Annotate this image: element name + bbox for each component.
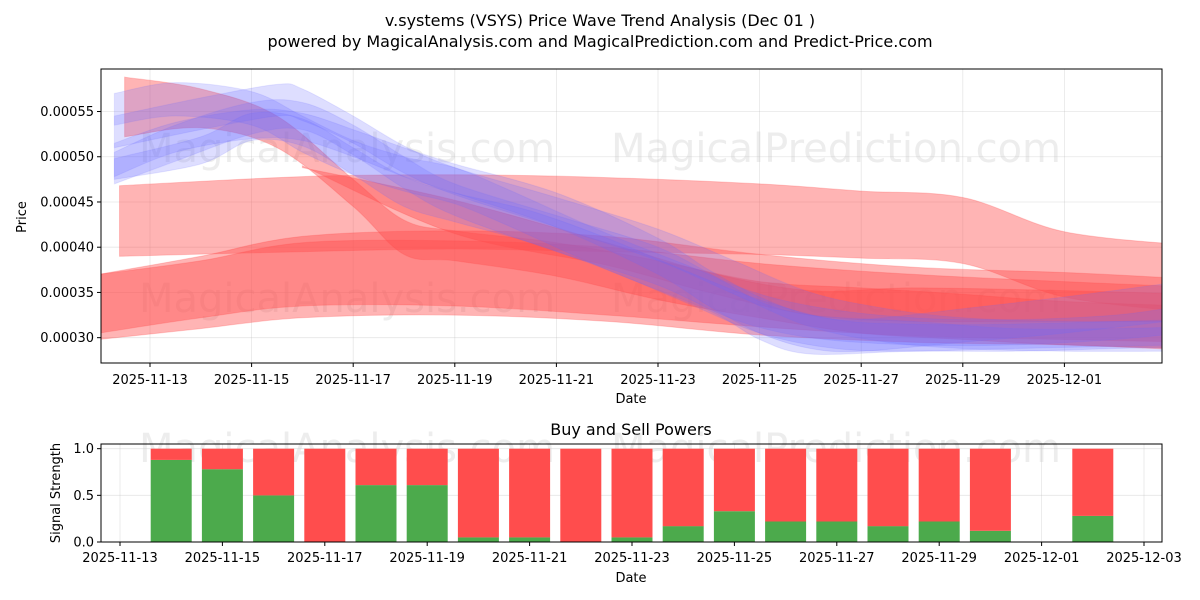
watermark-mid-left: MagicalAnalysis.com — [139, 276, 555, 322]
bottom-y-tick-label: 0.5 — [73, 489, 94, 504]
buy-bar — [969, 530, 1011, 542]
sell-bar — [765, 448, 807, 522]
buy-bar — [918, 521, 960, 542]
buy-bar — [765, 521, 807, 542]
bottom-y-ticks: 0.0 0.5 1.0 — [73, 442, 101, 551]
top-x-tick-label: 2025-11-23 — [620, 373, 696, 388]
top-y-tick-label: 0.00035 — [40, 286, 94, 301]
sell-bar — [253, 448, 295, 496]
buy-bar — [713, 511, 755, 542]
top-watermarks: MagicalAnalysis.com MagicalPrediction.co… — [139, 126, 1061, 322]
sell-bar — [560, 448, 602, 542]
buy-bar — [355, 485, 397, 542]
sell-bar — [1072, 448, 1114, 516]
buy-bar — [611, 537, 653, 542]
buy-bar — [253, 495, 295, 542]
bottom-y-axis-label: Signal Strength — [49, 443, 64, 543]
bottom-y-tick-label: 0.0 — [73, 536, 94, 551]
bottom-x-tick-label: 2025-11-21 — [492, 551, 568, 566]
top-x-tick-label: 2025-11-17 — [315, 373, 391, 388]
top-x-ticks: 2025-11-13 2025-11-15 2025-11-17 2025-11-19… — [112, 363, 1102, 388]
top-y-tick-label: 0.00040 — [40, 241, 94, 256]
top-x-tick-label: 2025-11-21 — [519, 373, 595, 388]
sell-bar — [457, 448, 499, 538]
buy-bar — [816, 521, 858, 542]
bottom-x-tick-label: 2025-11-29 — [901, 551, 977, 566]
sell-bar — [509, 448, 551, 538]
bottom-x-tick-label: 2025-11-15 — [185, 551, 261, 566]
watermark-top-left: MagicalAnalysis.com — [139, 126, 555, 172]
sell-bar — [713, 448, 755, 512]
top-y-tick-label: 0.00030 — [40, 331, 94, 346]
blue-wave-5 — [113, 111, 1162, 352]
sell-bar — [867, 448, 909, 527]
red-wave-3 — [101, 239, 1162, 343]
top-grid — [101, 69, 1162, 363]
top-y-tick-label: 0.00055 — [40, 105, 94, 120]
top-axes-frame — [100, 68, 1163, 364]
chart-title: v.systems (VSYS) Price Wave Trend Analys… — [385, 11, 815, 30]
top-x-tick-label: 2025-11-13 — [112, 373, 188, 388]
red-wave-4 — [301, 165, 1162, 323]
sell-bar — [611, 448, 653, 538]
blue-wave-1 — [113, 99, 1162, 347]
red-wave-5 — [124, 76, 1162, 349]
top-y-tick-label: 0.00045 — [40, 195, 94, 210]
bottom-x-tick-label: 2025-11-13 — [82, 551, 158, 566]
buy-bar — [150, 459, 192, 542]
bottom-x-tick-label: 2025-12-03 — [1106, 551, 1182, 566]
top-x-tick-label: 2025-11-19 — [417, 373, 493, 388]
sell-bar — [406, 448, 448, 486]
buy-bar — [406, 485, 448, 542]
watermark-mid-right: MagicalPrediction.com — [611, 276, 1061, 322]
sell-bar — [355, 448, 397, 486]
top-y-tick-label: 0.00050 — [40, 150, 94, 165]
blue-wave-2 — [113, 82, 1162, 355]
top-y-ticks: 0.00030 0.00035 0.00040 0.00045 0.00050 0.000… — [40, 105, 101, 346]
sell-bar — [150, 448, 192, 460]
top-y-axis-label: Price — [15, 201, 30, 233]
buy-bar — [509, 537, 551, 542]
top-x-tick-label: 2025-11-25 — [722, 373, 798, 388]
buy-bar — [201, 469, 243, 542]
sell-bar — [304, 448, 346, 542]
bottom-x-tick-label: 2025-11-27 — [799, 551, 875, 566]
buy-bar — [662, 526, 704, 542]
buy-bar — [1072, 515, 1114, 542]
sell-bar — [201, 448, 243, 470]
blue-wave-4 — [113, 83, 1162, 352]
red-wave-2 — [101, 230, 1162, 350]
blue-wave-3 — [113, 108, 1162, 353]
sell-bar — [918, 448, 960, 522]
top-x-axis-label: Date — [615, 392, 646, 407]
red-wave-1 — [119, 174, 1162, 310]
bottom-y-tick-label: 1.0 — [73, 442, 94, 457]
chart-subtitle: powered by MagicalAnalysis.com and Magic… — [267, 32, 932, 51]
sell-bar — [816, 448, 858, 522]
sell-bar — [662, 448, 704, 527]
bottom-x-ticks: 2025-11-13 2025-11-15 2025-11-17 2025-11-19… — [82, 542, 1182, 566]
watermark-top-right: MagicalPrediction.com — [611, 126, 1061, 172]
top-x-tick-label: 2025-11-27 — [823, 373, 899, 388]
buy-sell-bars — [150, 448, 1114, 542]
red-wave-bands — [101, 76, 1162, 350]
top-x-tick-label: 2025-11-29 — [925, 373, 1001, 388]
sell-bar — [969, 448, 1011, 531]
top-x-tick-label: 2025-11-15 — [214, 373, 290, 388]
bottom-x-axis-label: Date — [615, 571, 646, 586]
buy-bar — [457, 537, 499, 542]
buy-bar — [867, 526, 909, 542]
bottom-x-tick-label: 2025-12-01 — [1004, 551, 1080, 566]
bottom-x-tick-label: 2025-11-23 — [594, 551, 670, 566]
top-x-tick-label: 2025-12-01 — [1027, 373, 1103, 388]
blue-wave-bands — [113, 82, 1162, 355]
bottom-chart-title: Buy and Sell Powers — [550, 420, 712, 439]
bottom-x-tick-label: 2025-11-25 — [697, 551, 773, 566]
bottom-x-tick-label: 2025-11-19 — [389, 551, 465, 566]
bottom-x-tick-label: 2025-11-17 — [287, 551, 363, 566]
